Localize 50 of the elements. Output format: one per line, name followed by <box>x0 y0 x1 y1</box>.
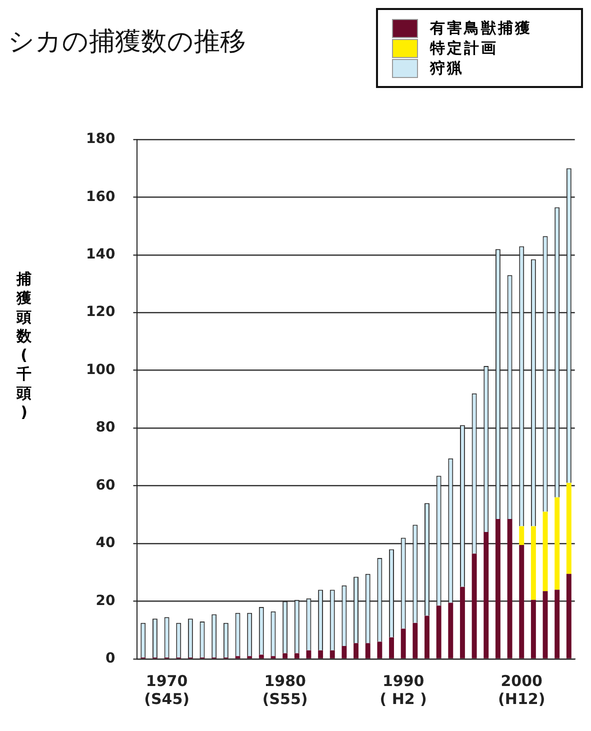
bar <box>472 554 477 658</box>
chart-title: シカの捕獲数の推移 <box>8 26 246 59</box>
legend-label: 特定計画 <box>430 38 498 58</box>
bar <box>306 650 312 658</box>
bar <box>542 591 548 658</box>
y-tick-label: 60 <box>96 477 116 494</box>
x-tick-label: 2000 (H12) <box>498 672 546 708</box>
bar <box>519 544 524 658</box>
y-tick-label: 160 <box>86 188 116 205</box>
bar <box>530 526 536 600</box>
bar <box>519 526 524 545</box>
bar <box>436 606 442 658</box>
bar <box>424 616 430 658</box>
bar <box>318 650 324 658</box>
bar <box>400 628 406 658</box>
bar <box>554 590 560 658</box>
legend-label: 狩猟 <box>430 58 464 78</box>
bar <box>258 654 264 658</box>
bar <box>365 643 370 658</box>
bar <box>389 637 394 658</box>
bar <box>566 574 572 658</box>
y-tick-label: 180 <box>86 131 116 148</box>
bar <box>377 642 382 658</box>
y-axis-title: 捕獲頭数(千頭) <box>15 270 32 422</box>
bar <box>495 518 500 658</box>
bar <box>330 650 335 658</box>
bar <box>412 622 418 658</box>
x-tick-label: 1970 (S45) <box>144 672 190 708</box>
bar <box>507 518 512 658</box>
bar <box>566 482 572 574</box>
y-tick-label: 140 <box>86 246 116 263</box>
bar <box>354 643 359 658</box>
bar <box>542 512 548 592</box>
bar <box>460 586 465 658</box>
bar <box>342 646 347 658</box>
bar <box>484 532 489 658</box>
x-tick-label: 1980 (S55) <box>262 672 308 708</box>
y-tick-label: 20 <box>96 592 116 609</box>
y-tick-label: 120 <box>86 304 116 320</box>
y-tick-label: 80 <box>96 420 116 436</box>
bar <box>554 497 560 590</box>
bar <box>448 602 454 658</box>
bar <box>282 653 288 658</box>
bar <box>530 600 536 658</box>
y-tick-label: 40 <box>96 535 116 552</box>
x-tick-label: 1990 ( H2 ) <box>380 672 427 708</box>
bar <box>294 653 300 658</box>
y-tick-label: 0 <box>105 650 116 667</box>
y-tick-label: 100 <box>86 362 116 378</box>
legend-label: 有害鳥獣捕獲 <box>430 18 532 38</box>
